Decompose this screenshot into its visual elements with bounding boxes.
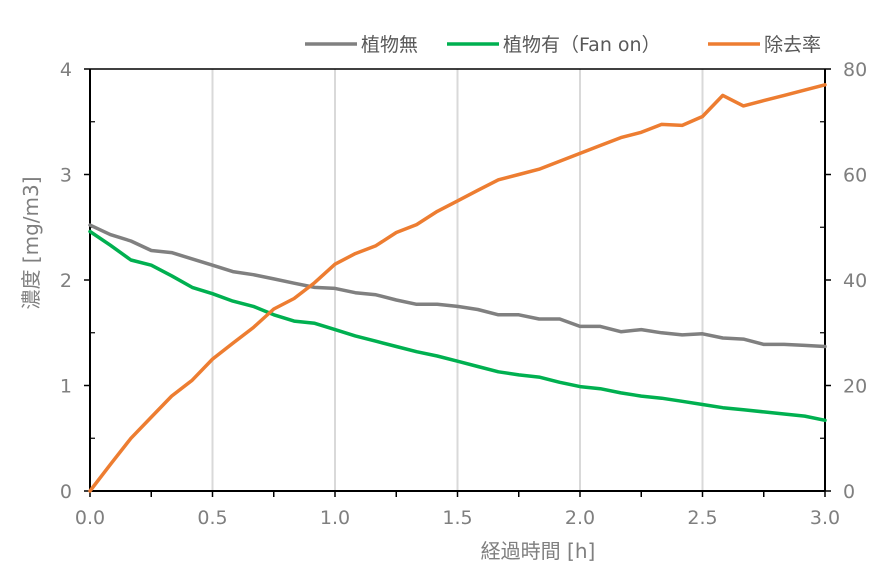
x-tick-label: 2.0 [565, 507, 595, 529]
x-tick-label: 3.0 [810, 507, 840, 529]
y-tick-label: 1 [60, 376, 72, 398]
x-tick-label: 1.0 [320, 507, 350, 529]
x-tick-label: 2.5 [687, 507, 717, 529]
y2-tick-label: 0 [843, 481, 855, 503]
y-tick-label: 2 [60, 270, 72, 292]
y-tick-label: 4 [60, 59, 72, 81]
legend: 植物無 植物有（Fan on） 除去率 [305, 34, 821, 56]
y-axis-title: 濃度 [mg/m3] [19, 176, 43, 309]
series-lines [88, 83, 827, 493]
x-axis-title: 経過時間 [h] [481, 539, 596, 563]
y-tick-label: 3 [60, 165, 72, 187]
series-line-3 [88, 83, 827, 493]
series-line-2 [88, 229, 827, 423]
y-tick-label: 0 [60, 481, 72, 503]
legend-label-2: 植物有（Fan on） [503, 34, 661, 56]
y-tick-labels: 0 1 2 3 4 [60, 59, 72, 503]
y2-tick-label: 20 [843, 376, 867, 398]
x-tick-label: 1.5 [442, 507, 472, 529]
gridlines [211, 69, 704, 491]
x-tick-label: 0.5 [197, 507, 227, 529]
legend-label-1: 植物無 [361, 34, 418, 56]
series-line-1 [88, 223, 827, 349]
y2-tick-labels: 0 20 40 60 80 [843, 59, 867, 503]
y2-tick-label: 40 [843, 270, 867, 292]
y2-tick-label: 80 [843, 59, 867, 81]
y2-tick-label: 60 [843, 165, 867, 187]
legend-label-3: 除去率 [764, 34, 821, 56]
x-tick-label: 0.0 [75, 507, 105, 529]
x-tick-labels: 0.0 0.5 1.0 1.5 2.0 2.5 3.0 [75, 507, 840, 529]
